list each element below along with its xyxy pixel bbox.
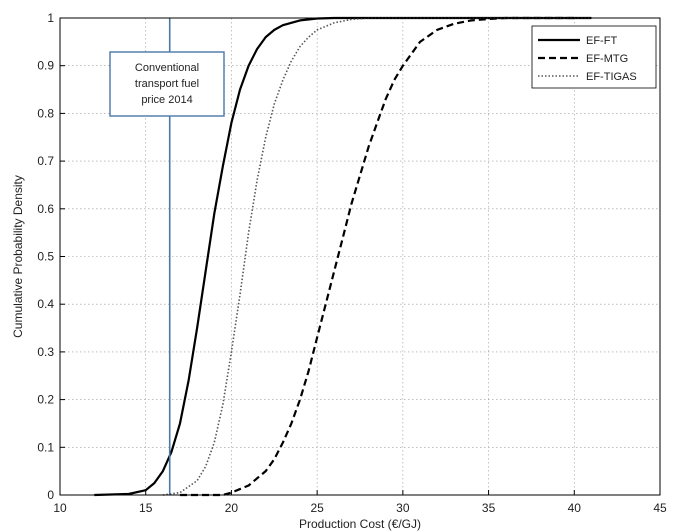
y-tick-label: 0.6 xyxy=(37,202,54,216)
y-tick-label: 0.3 xyxy=(37,345,54,359)
y-tick-label: 0.7 xyxy=(37,154,54,168)
reference-line-group: Conventional transport fuel price 2014 xyxy=(109,18,225,495)
y-tick-label: 0.4 xyxy=(37,297,54,311)
plot-frame xyxy=(59,17,661,496)
y-tick-label: 1 xyxy=(47,11,54,25)
legend-label: EF-MTG xyxy=(586,53,628,65)
x-tick-label: 20 xyxy=(225,501,239,515)
x-tick-label: 45 xyxy=(653,501,667,515)
reference-line-annotation-text: transport fuel xyxy=(135,78,199,90)
y-tick-label: 0.2 xyxy=(37,393,54,407)
y-tick-label: 0.5 xyxy=(37,250,54,264)
legend-label: EF-FT xyxy=(586,35,617,47)
y-tick-label: 0.8 xyxy=(37,106,54,120)
reference-line-annotation-text: price 2014 xyxy=(141,94,192,106)
x-tick-label: 30 xyxy=(396,501,410,515)
legend: EF-FT EF-MTG EF-TIGAS xyxy=(531,25,657,89)
y-tick-label: 0 xyxy=(47,488,54,502)
legend-label: EF-TIGAS xyxy=(586,71,637,83)
reference-line-annotation-box xyxy=(109,51,225,117)
y-tick-label: 0.9 xyxy=(37,59,54,73)
x-tick-label: 25 xyxy=(310,501,324,515)
x-tick-label: 10 xyxy=(53,501,67,515)
reference-line-annotation-text: Conventional xyxy=(135,62,199,74)
series-line-ef-mtg xyxy=(180,16,575,497)
x-tick-label: 35 xyxy=(482,501,496,515)
x-axis-title: Production Cost (€/GJ) xyxy=(299,517,421,531)
x-tick-label: 40 xyxy=(568,501,582,515)
y-tick-label: 0.1 xyxy=(37,440,54,454)
x-tick-label: 15 xyxy=(139,501,153,515)
y-axis-title: Cumulative Probability Density xyxy=(11,175,25,338)
y-axis: 0 0.1 0.2 0.3 0.4 0.5 0.6 0.7 0.8 0.9 1 xyxy=(37,11,65,502)
